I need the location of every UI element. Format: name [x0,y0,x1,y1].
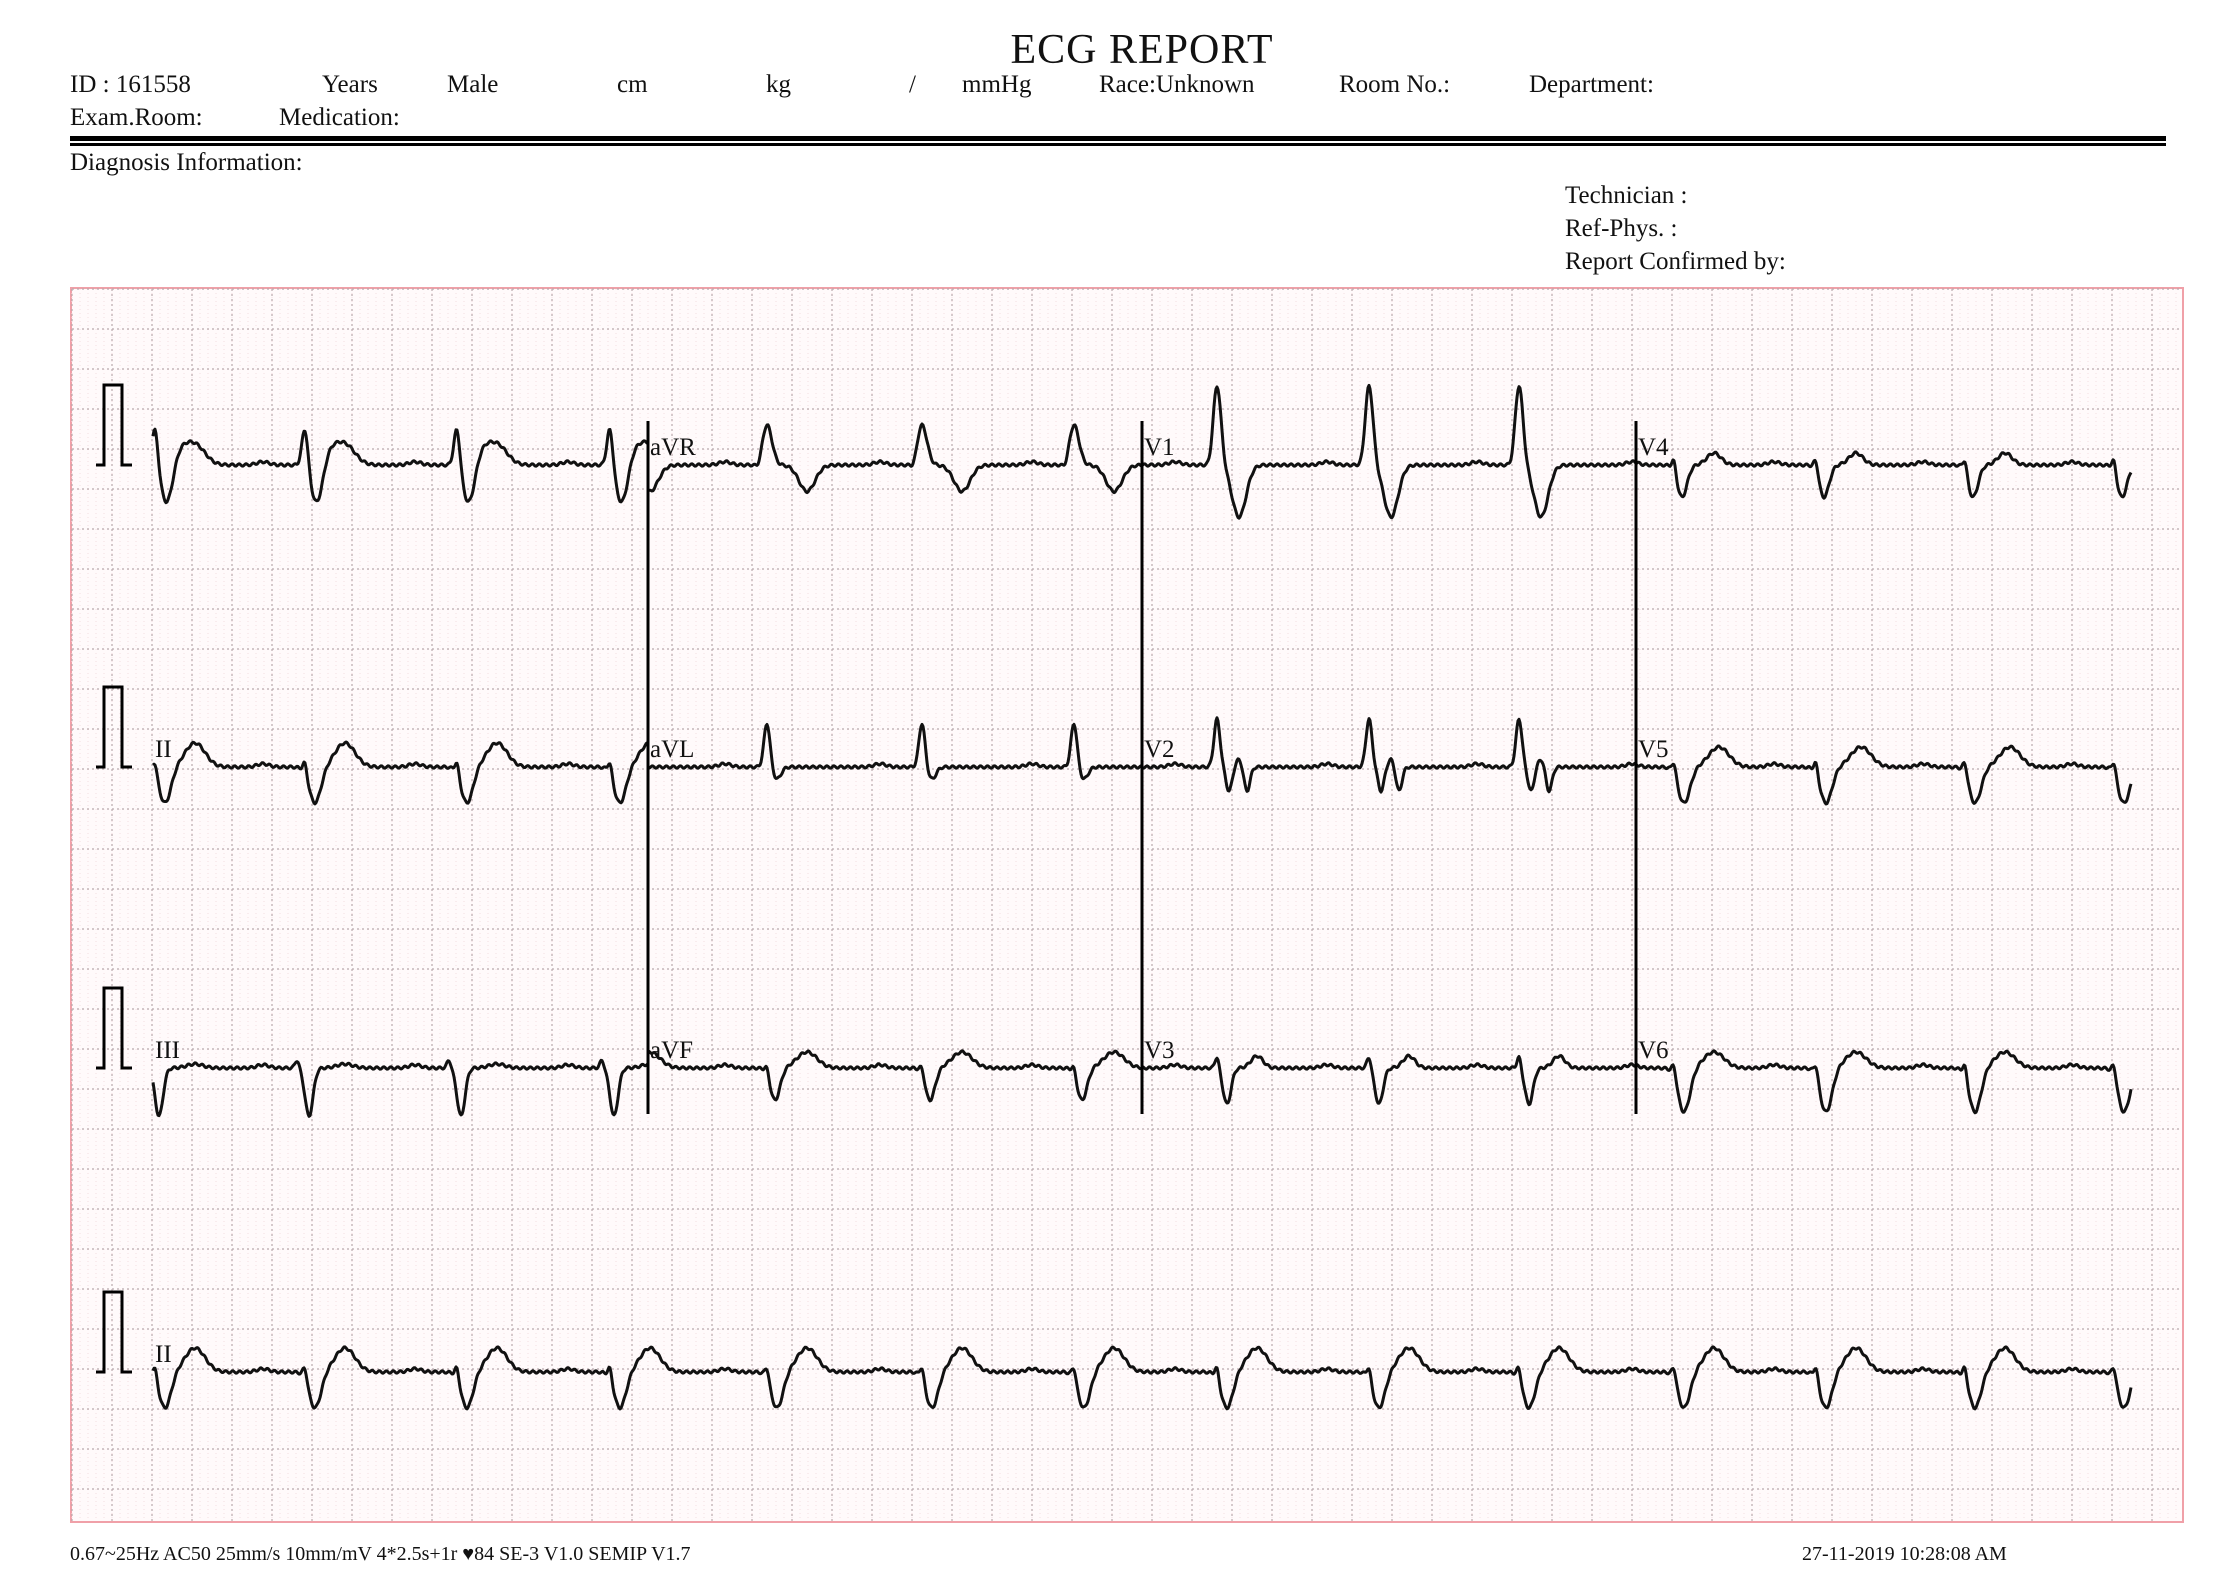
lead-label: III [155,1037,180,1064]
ecg-trace-v5 [1634,744,2133,806]
race: Race:Unknown [1099,71,1255,98]
lead-label: V6 [1638,1037,1669,1064]
lead-label: II [155,736,172,763]
calibration-pulse [96,383,132,467]
calibration-pulse [96,1290,132,1374]
ecg-trace-v3 [1141,1053,1637,1107]
header-divider-thin [70,143,2166,146]
ecg-trace-v6 [1635,1049,2133,1115]
acquisition-settings: 0.67~25Hz AC50 25mm/s 10mm/mV 4*2.5s+1r … [70,1543,691,1565]
lead-label: V2 [1144,736,1175,763]
ecg-trace-v4 [1635,450,2133,500]
lead-label: aVL [650,736,695,763]
calibration-pulse [96,986,132,1070]
timestamp: 27-11-2019 10:28:08 AM [1802,1543,2007,1565]
lead-label: V3 [1144,1037,1175,1064]
ecg-trace-ii [152,740,649,806]
lead-label: V5 [1638,736,1669,763]
bp-separator: / [909,71,916,98]
ref-phys-label: Ref-Phys. : [1565,215,1678,242]
height-unit: cm [617,71,648,98]
lead-label: V4 [1638,434,1669,461]
ecg-trace-v2 [1141,716,1637,794]
report-title: ECG REPORT [1010,27,1274,73]
bp-unit: mmHg [962,71,1032,98]
ecg-trace-v1 [1140,383,1638,520]
lead-label: II [155,1341,172,1368]
ecg-trace-avl [647,722,1143,781]
age-years: Years [322,71,378,98]
patient-id: ID : 161558 [70,71,191,98]
medication: Medication: [279,104,400,131]
report-confirmed-label: Report Confirmed by: [1565,248,1786,275]
ecg-trace-avr [647,422,1143,495]
lead-label: V1 [1144,434,1175,461]
lead-label: aVR [650,434,696,461]
lead-label: aVF [650,1037,694,1064]
department: Department: [1529,71,1654,98]
calibration-pulse [96,685,132,769]
ecg-trace-avf [647,1049,1144,1103]
header-divider-thick [70,136,2166,141]
ecg-trace-iii [151,1058,650,1118]
weight-unit: kg [766,71,791,98]
ecg-trace-i [151,427,649,505]
sex: Male [447,71,499,98]
technician-label: Technician : [1565,182,1688,209]
room-no: Room No.: [1339,71,1451,98]
diagnosis-label: Diagnosis Information: [70,149,303,176]
ecg-trace-ii [151,1345,2133,1411]
grid-major [71,288,2182,1521]
exam-room: Exam.Room: [70,104,203,131]
